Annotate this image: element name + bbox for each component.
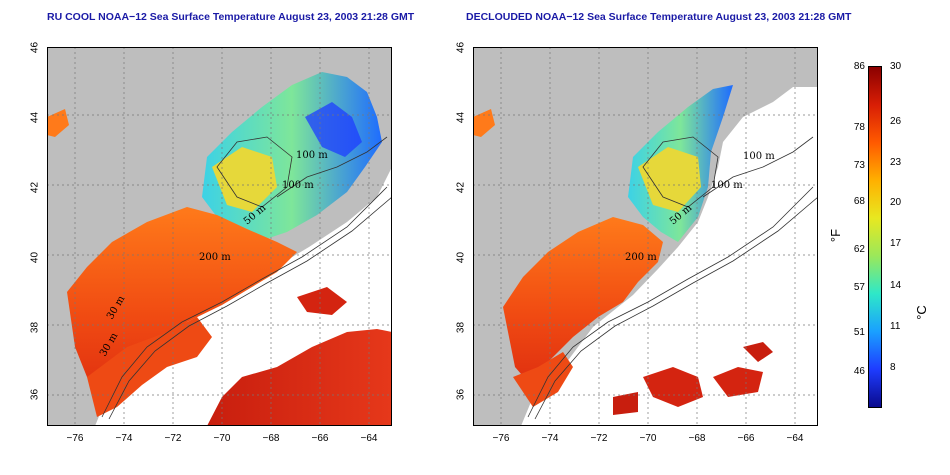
gulf-stream-patch-c (613, 392, 638, 415)
title-left: RU COOL NOAA−12 Sea Surface Temperature … (47, 11, 415, 23)
colorbar-f-tick: 46 (853, 366, 865, 377)
gulf-stream (207, 329, 392, 426)
map-frame (473, 47, 818, 426)
colorbar-f-tick: 86 (853, 61, 865, 72)
colorbar-c-tick: 8 (890, 362, 896, 373)
lat-tick: 46 (455, 41, 467, 54)
gulf-stream-patch-a (643, 367, 703, 407)
lon-tick: −74 (541, 433, 559, 444)
colorbar-f-tick: 78 (853, 122, 865, 133)
colorbar-c-tick: 30 (890, 61, 902, 72)
colorbar-c-tick: 17 (890, 238, 902, 249)
lat-tick: 36 (455, 388, 467, 401)
contour-label-100m-a: 100 m (296, 150, 328, 161)
warm-water-south (87, 317, 212, 417)
lon-tick: −66 (311, 433, 329, 444)
lon-tick: −64 (360, 433, 378, 444)
celsius-unit-label: °C (913, 305, 929, 320)
colorbar-c-tick: 26 (890, 116, 902, 127)
gulf-stream-patch-b (713, 367, 763, 397)
bathymetry-contours (527, 136, 818, 420)
temperature-colorbar (868, 66, 882, 408)
lon-tick: −72 (164, 433, 182, 444)
map-panel-left: 100 m 100 m 50 m 200 m 30 m 30 m (47, 47, 392, 426)
lon-tick: −72 (590, 433, 608, 444)
lat-tick: 42 (29, 181, 41, 194)
colorbar-c-tick: 14 (890, 280, 902, 291)
sst-map-left: 100 m 100 m 50 m 200 m 30 m 30 m (47, 47, 392, 426)
lon-tick: −66 (737, 433, 755, 444)
lat-tick: 36 (29, 388, 41, 401)
colorbar-f-tick: 57 (853, 282, 865, 293)
lat-tick: 38 (455, 321, 467, 334)
contour-label-200m: 200 m (625, 252, 657, 263)
colorbar-c-tick: 23 (890, 157, 902, 168)
contour-label-100m-b: 100 m (711, 180, 743, 191)
lon-tick: −64 (786, 433, 804, 444)
sst-map-right: 100 m 100 m 50 m 200 m (473, 47, 818, 426)
contour-label-100m-b: 100 m (282, 180, 314, 191)
warm-water (67, 207, 297, 392)
fahrenheit-unit-label: °F (828, 228, 844, 243)
colorbar-f-tick: 51 (853, 327, 865, 338)
lat-tick: 38 (29, 321, 41, 334)
lon-tick: −76 (492, 433, 510, 444)
cloud-region (521, 87, 818, 426)
lat-tick: 44 (455, 111, 467, 124)
yellow-patch (638, 147, 701, 212)
contour-label-200m: 200 m (199, 252, 231, 263)
graticule (47, 47, 392, 426)
lon-tick: −68 (262, 433, 280, 444)
warm-water-south (513, 352, 573, 407)
lat-tick: 46 (29, 41, 41, 54)
lat-tick: 42 (455, 181, 467, 194)
lon-tick: −70 (639, 433, 657, 444)
lon-tick: −70 (213, 433, 231, 444)
warm-water (503, 217, 663, 382)
colorbar-c-tick: 11 (890, 321, 901, 332)
colorbar-f-tick: 62 (853, 244, 865, 255)
lon-tick: −76 (66, 433, 84, 444)
title-right: DECLOUDED NOAA−12 Sea Surface Temperatur… (466, 11, 852, 23)
bathymetry-contours (101, 136, 392, 420)
map-panel-right: 100 m 100 m 50 m 200 m (473, 47, 818, 426)
gulf-stream-patch-d (743, 342, 773, 362)
lon-tick: −74 (115, 433, 133, 444)
graticule (473, 47, 818, 426)
colorbar-f-tick: 73 (853, 160, 865, 171)
colorbar-c-tick: 20 (890, 197, 902, 208)
colorbar-f-tick: 68 (853, 196, 865, 207)
gulf-stream-patch (297, 287, 347, 315)
deep-blue-patch (305, 102, 362, 157)
map-frame (47, 47, 392, 426)
lake-patch (473, 109, 495, 137)
lon-tick: −68 (688, 433, 706, 444)
lake-patch (47, 109, 69, 137)
lat-tick: 40 (29, 251, 41, 264)
lat-tick: 44 (29, 111, 41, 124)
lat-tick: 40 (455, 251, 467, 264)
yellow-patch (212, 147, 277, 212)
contour-label-100m-a: 100 m (743, 151, 775, 162)
